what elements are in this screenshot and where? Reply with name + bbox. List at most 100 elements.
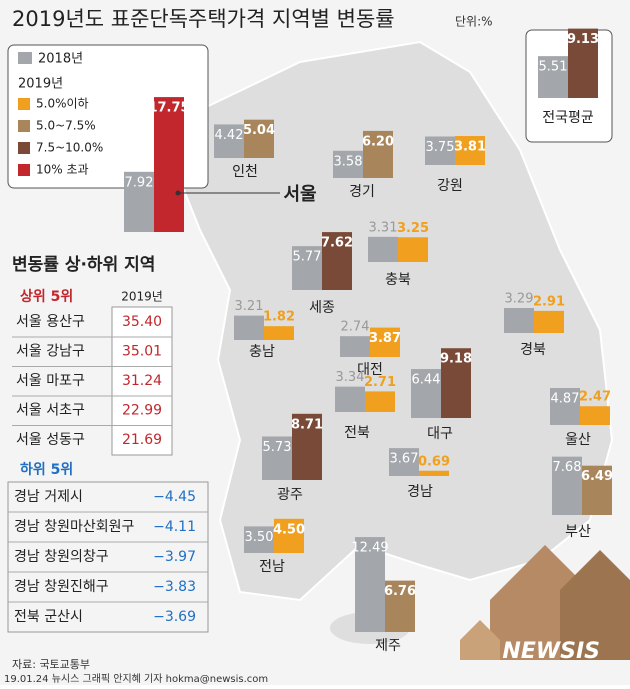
bar-2018 [234, 315, 264, 340]
pointer-dot [175, 190, 181, 196]
bar-2019 [580, 406, 610, 425]
value-label: 6.76 [384, 584, 416, 599]
ranking-title: 변동률 상·하위 지역 [12, 255, 155, 275]
region-name: 세종 [309, 300, 335, 316]
rank-region: 서울 서초구 [16, 403, 85, 419]
value-label: 5.51 [539, 60, 568, 75]
region-name: 서울 [283, 184, 316, 205]
legend-swatch [18, 164, 30, 176]
legend-label: 7.5~10.0% [36, 141, 103, 155]
bar-2019 [370, 327, 400, 357]
value-label: 17.75 [148, 101, 189, 116]
bar-2019 [154, 97, 184, 232]
bar-2018 [124, 171, 154, 232]
value-label: 4.42 [215, 128, 244, 143]
region-name: 전국평균 [542, 110, 594, 126]
rank-region: 서울 용산구 [16, 314, 85, 330]
value-label: 6.44 [412, 373, 441, 388]
value-label: 6.49 [581, 469, 613, 484]
legend-swatch [18, 98, 30, 110]
rank-value: 35.01 [122, 344, 162, 360]
region-name: 인천 [232, 164, 258, 180]
value-label: 2.91 [533, 294, 565, 309]
bottom-box [7, 481, 209, 633]
bar-2019 [264, 326, 294, 340]
bar-2018 [214, 124, 244, 158]
region-name: 경기 [349, 184, 375, 200]
value-label: 7.68 [553, 460, 582, 475]
rank-value: −3.69 [153, 609, 196, 625]
rank-region: 전북 군산시 [14, 609, 83, 625]
bar-2018 [411, 369, 441, 418]
rank-value: −3.97 [153, 549, 196, 565]
rank-region: 경남 창원의창구 [14, 549, 109, 565]
value-label: 3.34 [336, 370, 365, 385]
value-label: 0.69 [418, 454, 450, 469]
rank-value: 21.69 [122, 432, 162, 448]
top-header: 상위 5위 [20, 289, 73, 305]
value-label: 1.82 [263, 310, 295, 325]
bar-2018 [552, 456, 582, 515]
region-name: 전남 [259, 559, 285, 575]
bar-2019 [582, 465, 612, 515]
legend-label: 10% 초과 [36, 163, 89, 177]
rank-value: −3.83 [153, 579, 196, 595]
bar-2019 [534, 310, 564, 333]
region-name: 충북 [385, 272, 411, 288]
value-label: 4.87 [551, 391, 580, 406]
rank-region: 경남 거제시 [14, 489, 83, 505]
legend-label: 2018년 [38, 52, 83, 67]
houses [460, 545, 630, 660]
credit: 19.01.24 뉴시스 그래픽 안지혜 기자 hokma@newsis.com [4, 673, 268, 685]
legend-swatch [18, 142, 30, 154]
bar-2018 [538, 56, 568, 98]
value-label: 5.04 [243, 123, 275, 138]
value-label: 2.71 [364, 375, 396, 390]
bar-2018 [355, 537, 385, 632]
region-name: 울산 [565, 432, 591, 448]
region-name: 부산 [565, 524, 591, 540]
rank-value: −4.11 [153, 519, 196, 535]
rank-region: 서울 강남구 [16, 344, 85, 360]
value-label: 9.18 [440, 352, 472, 367]
value-label: 2.74 [341, 320, 370, 335]
legend-label: 5.0~7.5% [36, 119, 96, 133]
bar-2019 [365, 391, 395, 412]
value-label: 5.77 [293, 250, 322, 265]
bar-2019 [292, 413, 322, 480]
region-name: 전북 [344, 425, 370, 441]
rank-value: 35.40 [122, 314, 162, 330]
bar-2018 [244, 526, 274, 553]
bar-2018 [389, 448, 419, 476]
unit: 단위:% [455, 15, 493, 29]
bar-2019 [363, 130, 393, 178]
rank-region: 서울 마포구 [16, 373, 85, 389]
value-label: 6.20 [362, 134, 394, 149]
value-label: 3.31 [369, 220, 398, 235]
bar-2019 [419, 470, 449, 476]
region-name: 대구 [427, 426, 453, 442]
rank-region: 서울 성동구 [16, 432, 85, 448]
bottom-header: 하위 5위 [20, 461, 73, 478]
bar-2019 [568, 28, 598, 98]
bar-2018 [550, 387, 580, 425]
bar-2019 [244, 119, 274, 158]
legend-label: 5.0%이하 [36, 97, 89, 111]
value-label: 3.50 [245, 530, 274, 545]
bar-2019 [385, 580, 415, 632]
bar-2018 [504, 307, 534, 333]
bar-2018 [340, 336, 370, 357]
logo: NEWSIS [502, 639, 600, 664]
region-name: 충남 [249, 344, 275, 360]
region-name: 경남 [407, 484, 433, 500]
value-label: 3.58 [334, 154, 363, 169]
rank-value: −4.45 [153, 489, 196, 505]
bar-2019 [322, 232, 352, 290]
region-name: 강원 [437, 178, 463, 194]
region-name: 광주 [277, 487, 303, 503]
region-name: 제주 [375, 638, 401, 654]
legend-swatch [18, 52, 32, 64]
legend-swatch [18, 120, 30, 132]
rank-region: 경남 창원진해구 [14, 579, 109, 595]
